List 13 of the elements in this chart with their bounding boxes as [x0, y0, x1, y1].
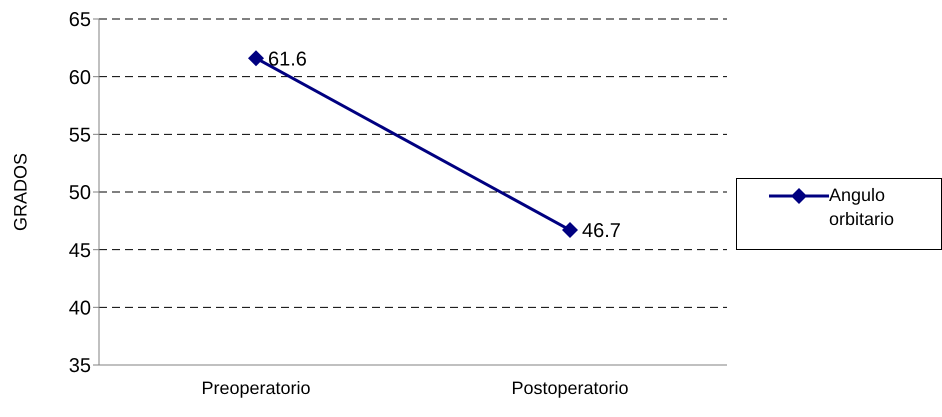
data-label: 61.6	[268, 48, 307, 70]
y-tick-label: 60	[68, 66, 91, 89]
y-tick-label: 35	[68, 355, 91, 378]
y-tick-label: 55	[68, 124, 91, 146]
x-tick-label: Preoperatorio	[201, 378, 311, 398]
data-label: 46.7	[582, 220, 621, 242]
x-tick-label: Postoperatorio	[511, 378, 629, 398]
y-axis-title: GRADOS	[10, 152, 30, 232]
y-tick-label: 65	[68, 9, 91, 32]
y-tick-label: 45	[68, 240, 91, 262]
legend-label: Angulo orbitario	[829, 184, 896, 231]
y-tick-label: 40	[68, 297, 91, 320]
y-tick-label: 50	[68, 182, 91, 204]
